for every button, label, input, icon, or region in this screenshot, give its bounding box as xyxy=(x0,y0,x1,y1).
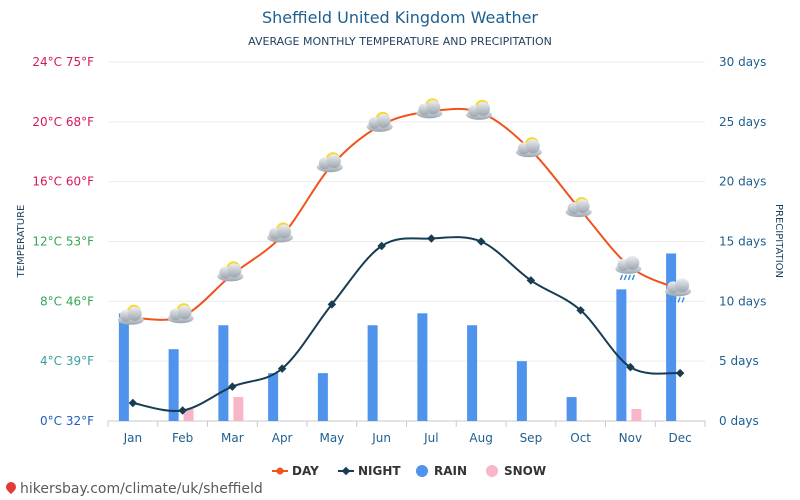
x-tick-label: Dec xyxy=(669,431,692,445)
legend-snow-dot-icon xyxy=(486,465,498,477)
night-point xyxy=(327,300,337,309)
x-tick-label: Sep xyxy=(520,431,543,445)
location-pin-icon xyxy=(3,479,19,495)
x-tick-label: Jun xyxy=(371,431,391,445)
x-tick-label: Nov xyxy=(619,431,642,445)
night-point xyxy=(526,276,536,285)
legend-label: NIGHT xyxy=(358,464,401,478)
sun-cloud-icon xyxy=(515,137,542,158)
night-point xyxy=(178,406,187,415)
y-left-tick-label: 4°C 39°F xyxy=(40,354,94,368)
y-left-tick-label: 16°C 60°F xyxy=(32,175,94,189)
source-link-text: hikersbay.com/climate/uk/sheffield xyxy=(20,481,263,497)
snow-bar xyxy=(183,409,194,421)
night-temperature-line xyxy=(132,236,681,413)
chart-subtitle: AVERAGE MONTHLY TEMPERATURE AND PRECIPIT… xyxy=(248,35,552,48)
legend-item-rain[interactable]: RAIN xyxy=(416,464,467,478)
night-point xyxy=(476,237,486,246)
rain-bar xyxy=(218,325,229,421)
y-right-tick-label: 5 days xyxy=(719,354,759,368)
sun-cloud-icon xyxy=(316,152,343,173)
y-left-axis-title: TEMPERATURE xyxy=(16,205,27,279)
rain-cloud-icon xyxy=(665,278,692,303)
y-right-tick-label: 25 days xyxy=(719,115,766,129)
y-left-tick-label: 20°C 68°F xyxy=(32,115,94,129)
night-point xyxy=(377,241,386,251)
rain-bar xyxy=(417,313,428,421)
rain-bar xyxy=(268,373,279,421)
chart-title: Sheffield United Kingdom Weather xyxy=(261,8,538,27)
y-right-tick-label: 0 days xyxy=(719,414,759,428)
x-tick-label: Feb xyxy=(172,431,193,445)
night-point xyxy=(626,362,635,372)
rain-bar xyxy=(566,397,577,421)
rain-bar xyxy=(118,313,129,421)
y-right-tick-label: 15 days xyxy=(719,235,766,249)
sun-cloud-icon xyxy=(217,261,244,282)
x-tick-label: May xyxy=(319,431,344,445)
x-tick-label: Apr xyxy=(272,431,293,445)
sun-cloud-icon xyxy=(565,197,592,218)
x-tick-label: Jul xyxy=(423,431,438,445)
y-right-axis-title: PRECIPITATION xyxy=(773,204,784,278)
night-point xyxy=(576,306,585,315)
x-tick-label: Oct xyxy=(570,431,591,445)
rain-cloud-icon xyxy=(615,255,642,281)
night-point xyxy=(277,364,287,373)
legend-rain-dot-icon xyxy=(416,465,428,477)
y-left-tick-label: 8°C 46°F xyxy=(40,294,94,308)
rain-bar xyxy=(367,325,378,421)
y-right-tick-label: 30 days xyxy=(719,55,766,69)
night-point xyxy=(228,382,237,391)
rain-bar xyxy=(467,325,478,421)
y-left-tick-label: 0°C 32°F xyxy=(40,414,94,428)
legend-label: DAY xyxy=(292,464,319,478)
source-link[interactable]: hikersbay.com/climate/uk/sheffield xyxy=(3,479,263,497)
sun-cloud-icon xyxy=(466,99,493,120)
legend-label: SNOW xyxy=(504,464,546,478)
rain-bar xyxy=(516,361,527,421)
day-temperature-line xyxy=(132,107,681,321)
rain-bar xyxy=(168,349,179,421)
sun-cloud-icon xyxy=(416,98,443,119)
y-right-tick-label: 20 days xyxy=(719,175,766,189)
legend-item-night[interactable]: NIGHT xyxy=(338,464,401,478)
sun-cloud-icon xyxy=(167,303,194,324)
sun-cloud-icon xyxy=(117,304,144,325)
y-left-tick-label: 12°C 53°F xyxy=(32,235,94,249)
legend-item-snow[interactable]: SNOW xyxy=(486,464,546,478)
rain-bar xyxy=(616,289,627,421)
snow-bar xyxy=(631,409,642,421)
night-point xyxy=(427,234,436,243)
night-point xyxy=(675,368,685,378)
legend-item-day[interactable]: DAY xyxy=(272,464,319,478)
night-point xyxy=(128,398,138,408)
legend-label: RAIN xyxy=(434,464,467,478)
x-tick-label: Jan xyxy=(123,431,143,445)
y-left-tick-label: 24°C 75°F xyxy=(32,55,94,69)
x-tick-label: Aug xyxy=(469,431,492,445)
x-tick-label: Mar xyxy=(221,431,244,445)
sun-cloud-icon xyxy=(366,111,393,132)
rain-bar xyxy=(317,373,328,421)
rain-bar xyxy=(666,253,677,421)
y-right-tick-label: 10 days xyxy=(719,294,766,308)
snow-bar xyxy=(233,397,244,421)
sun-cloud-icon xyxy=(267,222,294,243)
